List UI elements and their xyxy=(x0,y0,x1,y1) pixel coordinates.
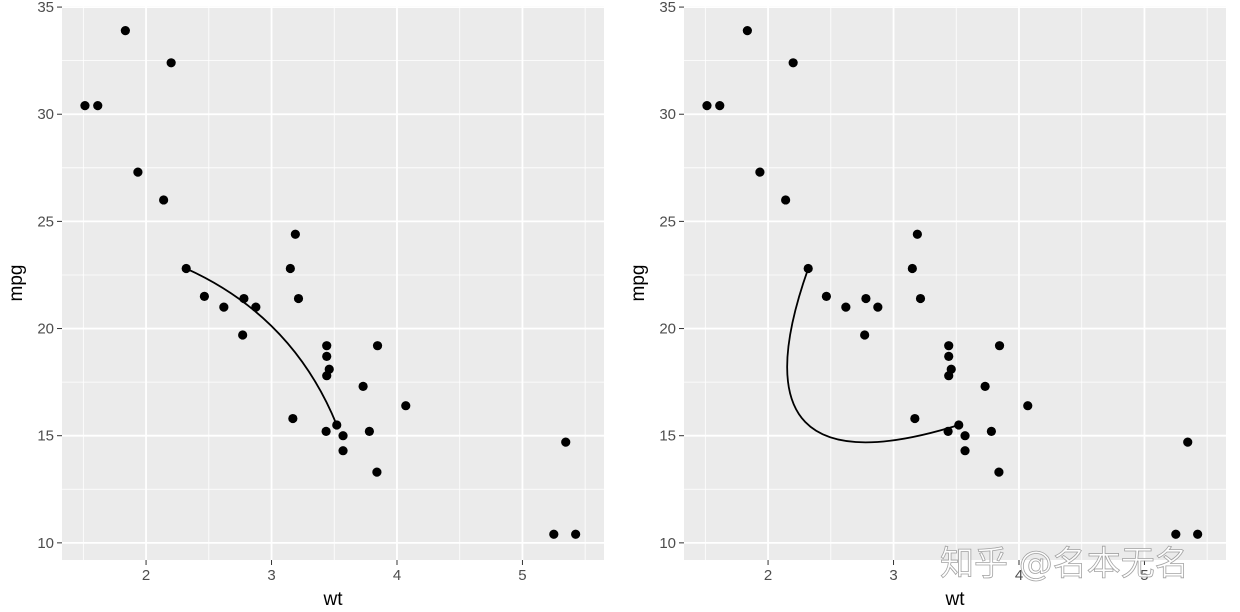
left-x-tick-label: 2 xyxy=(142,567,150,584)
left-data-point xyxy=(322,341,332,351)
left-curve-annotation xyxy=(185,267,338,426)
right-data-point xyxy=(715,101,725,111)
right-data-point xyxy=(960,446,970,456)
right-data-point xyxy=(954,420,964,430)
left-x-tick-label: 3 xyxy=(267,567,275,584)
left-panel-background xyxy=(62,6,604,560)
right-data-point xyxy=(960,431,970,441)
right-data-point xyxy=(980,381,990,392)
right-data-point xyxy=(742,26,752,36)
right-data-point xyxy=(915,293,926,304)
left-data-point xyxy=(133,167,143,177)
left-data-point xyxy=(372,467,382,477)
left-data-point xyxy=(80,101,90,111)
left-data-point xyxy=(288,413,298,424)
left-data-point xyxy=(401,401,411,411)
left-data-point xyxy=(120,26,130,36)
left-data-point xyxy=(324,364,334,374)
right-data-point xyxy=(1193,529,1203,539)
left-data-point xyxy=(219,302,229,312)
right-data-point xyxy=(861,293,871,304)
watermark-text: 知乎 @名本无名 xyxy=(940,544,1189,584)
left-data-point xyxy=(159,195,169,205)
left-data-point xyxy=(293,293,304,304)
right-x-tick-label: 2 xyxy=(764,567,772,584)
right-data-point xyxy=(755,167,765,177)
right-data-point xyxy=(943,426,953,437)
right-x-tick-label: 5 xyxy=(1140,567,1148,584)
right-curve-annotation xyxy=(786,268,960,444)
left-data-point xyxy=(561,437,571,447)
right-panel-background xyxy=(684,6,1226,560)
left-data-point xyxy=(239,293,249,304)
left-y-tick-label: 15 xyxy=(37,428,54,445)
right-y-tick-label: 20 xyxy=(659,321,676,338)
right-data-point xyxy=(912,229,922,239)
right-x-tick-label: 3 xyxy=(889,567,897,584)
right-data-point xyxy=(994,341,1005,351)
right-y-axis-title: mpg xyxy=(628,265,649,302)
left-data-point xyxy=(322,351,332,362)
left-data-point xyxy=(238,330,248,340)
left-data-point xyxy=(181,263,191,274)
left-data-point xyxy=(364,426,374,437)
right-y-tick-label: 35 xyxy=(659,0,676,16)
right-x-axis-title: wt xyxy=(945,589,966,610)
right-data-point xyxy=(803,263,813,274)
left-data-point xyxy=(93,101,103,111)
left-data-point xyxy=(290,229,300,239)
left-data-point xyxy=(199,291,210,301)
right-plot-panel: 2 3 4 5 10 15 20 25 30 35 wt mpg xyxy=(628,0,1226,610)
left-data-point xyxy=(332,420,342,430)
right-data-point xyxy=(907,263,917,274)
left-y-tick-label: 30 xyxy=(37,106,54,123)
left-data-point xyxy=(338,431,348,441)
right-data-point xyxy=(910,413,920,424)
left-y-axis-title: mpg xyxy=(6,265,27,302)
left-data-point xyxy=(571,529,581,539)
right-data-point xyxy=(1023,401,1033,411)
right-data-point xyxy=(860,330,870,340)
right-data-point xyxy=(944,351,954,362)
left-data-point xyxy=(338,446,348,456)
left-data-point xyxy=(358,381,368,392)
right-data-point xyxy=(946,364,956,374)
right-data-point xyxy=(1183,437,1193,447)
left-data-point xyxy=(549,529,559,539)
right-data-point xyxy=(986,426,996,437)
left-x-tick-label: 5 xyxy=(518,567,526,584)
right-y-tick-label: 10 xyxy=(659,535,676,552)
right-data-point xyxy=(781,195,791,205)
right-y-tick-label: 30 xyxy=(659,106,676,123)
right-data-point xyxy=(841,302,851,312)
right-data-point xyxy=(702,101,712,111)
right-data-point xyxy=(873,302,883,312)
right-y-tick-label: 25 xyxy=(659,213,676,230)
left-data-point xyxy=(321,426,331,437)
right-data-point xyxy=(994,467,1004,477)
left-data-point xyxy=(166,58,176,68)
left-x-tick-label: 4 xyxy=(393,567,401,584)
right-x-tick-label: 4 xyxy=(1015,567,1023,584)
left-data-point xyxy=(372,341,383,351)
left-y-tick-label: 10 xyxy=(37,535,54,552)
right-data-point xyxy=(821,291,832,301)
right-data-point xyxy=(1171,529,1181,539)
left-y-tick-label: 20 xyxy=(37,321,54,338)
right-data-point xyxy=(788,58,798,68)
right-y-tick-label: 15 xyxy=(659,428,676,445)
left-plot-panel: 2 3 4 5 10 15 20 25 30 35 wt mpg xyxy=(6,0,604,610)
left-data-point xyxy=(285,263,295,274)
left-y-tick-label: 25 xyxy=(37,213,54,230)
left-x-axis-title: wt xyxy=(323,589,344,610)
left-data-point xyxy=(251,302,261,312)
right-data-point xyxy=(944,341,954,351)
left-y-tick-label: 35 xyxy=(37,0,54,16)
